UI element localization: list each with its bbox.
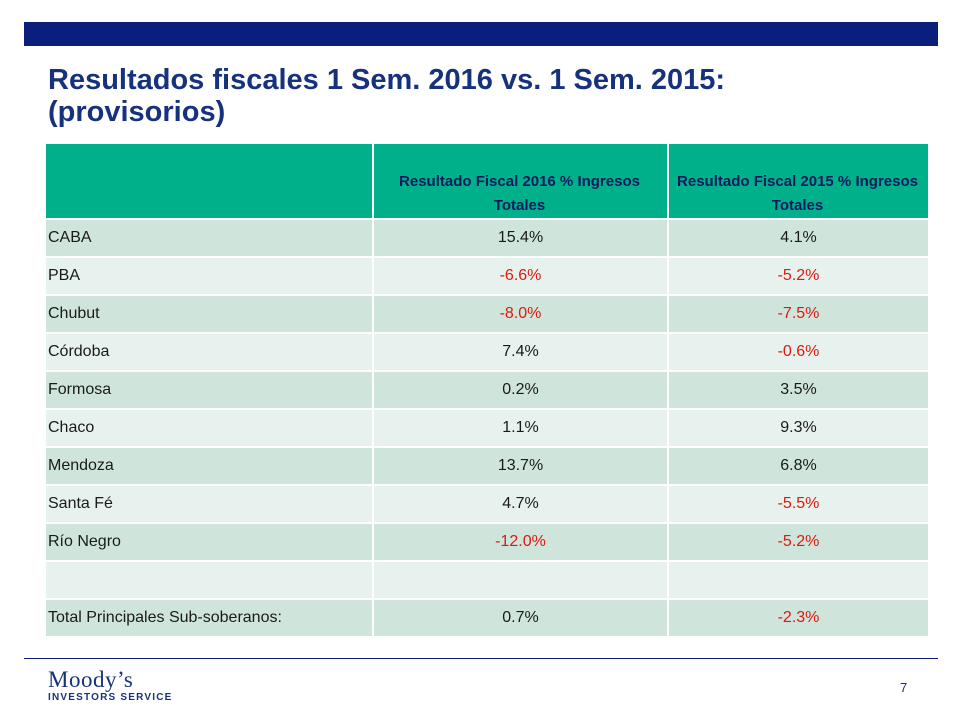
value-2016: -8.0% [372, 294, 668, 333]
value-2015: -5.2% [667, 522, 928, 561]
value-2015 [667, 560, 928, 599]
value-2015: 4.1% [667, 218, 928, 257]
table-row: Río Negro -12.0% -5.2% [46, 522, 928, 561]
value-2016: 15.4% [372, 218, 668, 257]
logo-subtitle: INVESTORS SERVICE [48, 692, 173, 703]
header-bar [24, 22, 938, 46]
value-2016: 13.7% [372, 446, 668, 485]
province-name: PBA [46, 256, 373, 295]
province-name [46, 560, 373, 599]
value-2016: 1.1% [372, 408, 668, 447]
moodys-logo: Moody’s INVESTORS SERVICE [48, 668, 173, 704]
table-row: CABA 15.4% 4.1% [46, 218, 928, 257]
value-2015: -5.2% [667, 256, 928, 295]
slide-title: Resultados fiscales 1 Sem. 2016 vs. 1 Se… [48, 64, 726, 128]
page-number: 7 [900, 680, 908, 695]
table-row: Santa Fé 4.7% -5.5% [46, 484, 928, 523]
fiscal-results-table: Resultado Fiscal 2016 % Ingresos Totales… [46, 144, 928, 636]
table-header-row: Resultado Fiscal 2016 % Ingresos Totales… [46, 144, 928, 219]
table-row: Córdoba 7.4% -0.6% [46, 332, 928, 371]
value-2016: 7.4% [372, 332, 668, 371]
table-row-total: Total Principales Sub-soberanos: 0.7% -2… [46, 598, 928, 636]
province-name: Mendoza [46, 446, 373, 485]
total-value-2015: -2.3% [667, 598, 928, 636]
value-2015: 3.5% [667, 370, 928, 409]
total-value-2016: 0.7% [372, 598, 668, 636]
value-2015: -0.6% [667, 332, 928, 371]
value-2016: 0.2% [372, 370, 668, 409]
value-2015: 9.3% [667, 408, 928, 447]
value-2016: -12.0% [372, 522, 668, 561]
value-2015: -5.5% [667, 484, 928, 523]
province-name: Formosa [46, 370, 373, 409]
table-row: Mendoza 13.7% 6.8% [46, 446, 928, 485]
table-row: Formosa 0.2% 3.5% [46, 370, 928, 409]
table-row: Chubut -8.0% -7.5% [46, 294, 928, 333]
value-2015: 6.8% [667, 446, 928, 485]
table-row: Chaco 1.1% 9.3% [46, 408, 928, 447]
header-2016: Resultado Fiscal 2016 % Ingresos Totales [372, 144, 668, 219]
province-name: Córdoba [46, 332, 373, 371]
province-name: Chaco [46, 408, 373, 447]
value-2016: -6.6% [372, 256, 668, 295]
footer-divider [24, 658, 938, 659]
value-2016 [372, 560, 668, 599]
header-2015: Resultado Fiscal 2015 % Ingresos Totales [667, 144, 928, 219]
total-label: Total Principales Sub-soberanos: [46, 598, 373, 636]
table-row-empty [46, 560, 928, 599]
logo-wordmark: Moody’s [48, 667, 134, 692]
province-name: Chubut [46, 294, 373, 333]
value-2016: 4.7% [372, 484, 668, 523]
province-name: Santa Fé [46, 484, 373, 523]
table-row: PBA -6.6% -5.2% [46, 256, 928, 295]
province-name: Río Negro [46, 522, 373, 561]
province-name: CABA [46, 218, 373, 257]
header-province [46, 144, 373, 219]
value-2015: -7.5% [667, 294, 928, 333]
